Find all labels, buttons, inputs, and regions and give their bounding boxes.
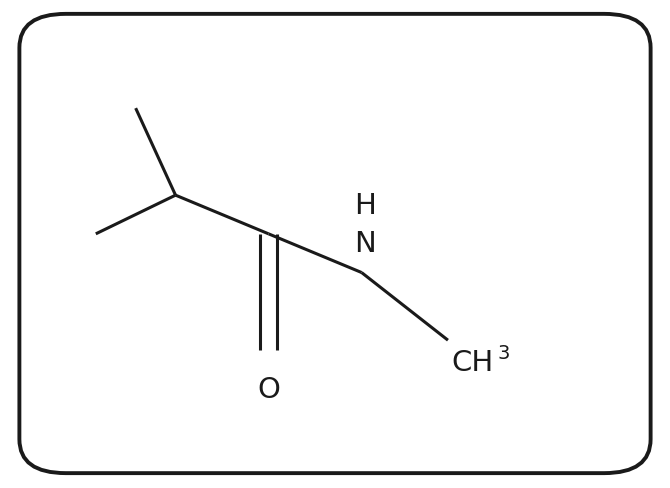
Text: N: N [354,230,376,258]
Text: CH: CH [452,348,494,376]
Text: O: O [257,375,280,403]
Text: H: H [354,191,376,220]
Text: 3: 3 [498,343,510,362]
